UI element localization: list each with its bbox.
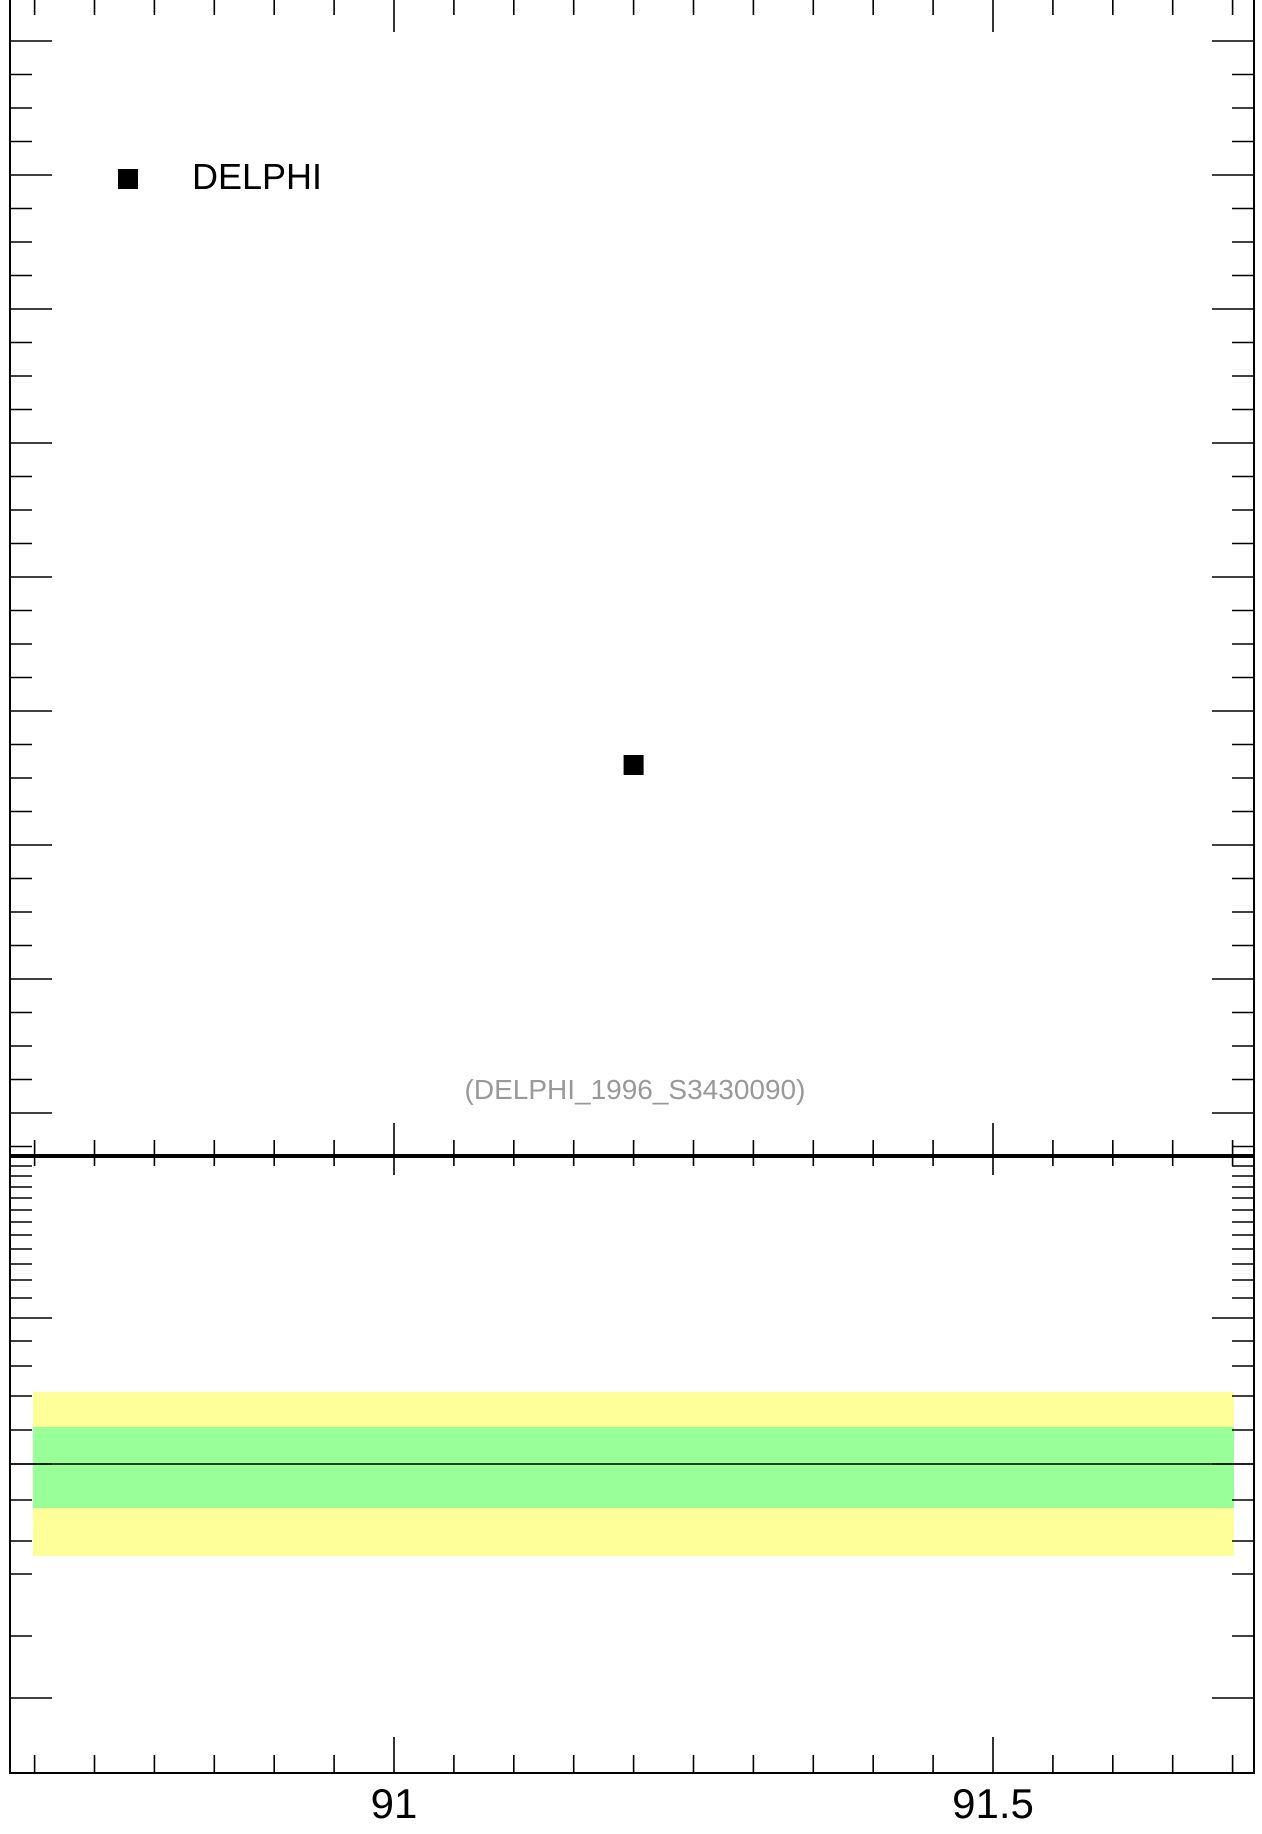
x-tick-labels: 91 91.5 — [371, 1780, 1034, 1827]
legend-marker — [118, 169, 138, 189]
ratio-y-ticks — [10, 1165, 1254, 1699]
x-tick-label: 91.5 — [952, 1780, 1034, 1827]
x-ticks — [33, 0, 1234, 1773]
data-point-delphi — [623, 755, 644, 775]
legend: DELPHI — [118, 156, 322, 197]
legend-label-delphi: DELPHI — [192, 156, 322, 197]
ratio-band-inner — [33, 1427, 1234, 1508]
main-y-ticks — [10, 40, 1254, 1148]
x-tick-label: 91 — [371, 1780, 418, 1827]
reference-annotation: (DELPHI_1996_S3430090) — [465, 1074, 806, 1105]
ratio-panel-frame — [9, 1156, 1255, 1774]
data-points — [623, 755, 644, 775]
